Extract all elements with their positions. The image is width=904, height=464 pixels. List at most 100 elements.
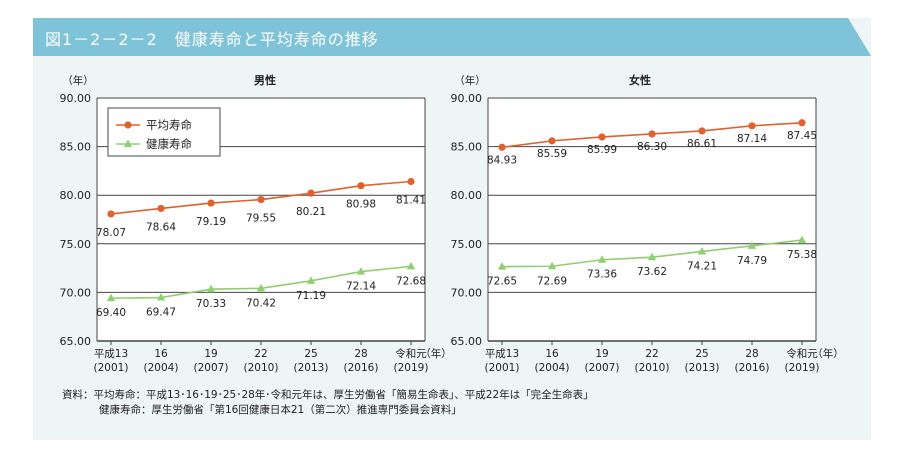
- female-healthy-point: [497, 262, 507, 270]
- source-label-2: 健康寿命：: [99, 404, 152, 416]
- female-x-axis-unit: （年）: [812, 347, 844, 360]
- male-y-tick-label: 70.00: [60, 286, 92, 299]
- female-x-tick-label: 平成13: [485, 348, 519, 360]
- female-healthy-data-label: 73.62: [637, 266, 667, 278]
- male-healthy-point: [156, 293, 166, 301]
- female-chart-title: 女性: [629, 73, 651, 87]
- source-label-1: 資料：平均寿命：: [62, 389, 146, 401]
- male-healthy-point: [306, 276, 316, 284]
- male-healthy-data-label: 71.19: [296, 290, 326, 302]
- male-x-tick-sublabel: (2004): [144, 362, 179, 374]
- female-avg-point: [798, 119, 806, 127]
- male-avg-point: [407, 177, 415, 186]
- female-healthy-data-label: 74.79: [737, 255, 767, 267]
- female-healthy-point: [597, 255, 607, 263]
- male-avg-point: [157, 204, 165, 213]
- male-avg-data-label: 79.19: [196, 216, 226, 228]
- female-x-tick-label: 22: [645, 348, 658, 360]
- male-x-tick-label: 令和元: [395, 347, 427, 360]
- female-x-tick-sublabel: (2007): [585, 362, 620, 374]
- female-x-tick-sublabel: (2010): [635, 362, 670, 374]
- female-x-tick-label: 16: [545, 348, 559, 360]
- male-healthy-point: [256, 283, 266, 292]
- male-avg-data-label: 78.64: [146, 221, 176, 233]
- male-x-tick-label: 16: [154, 348, 168, 360]
- male-avg-point: [107, 210, 115, 218]
- female-avg-point: [698, 127, 706, 135]
- male-x-tick-sublabel: (2007): [194, 362, 229, 374]
- female-y-tick-label: 85.00: [451, 141, 483, 154]
- female-x-tick-label: 19: [595, 348, 608, 360]
- female-avg-data-label: 85.99: [587, 144, 617, 156]
- female-healthy-data-label: 73.36: [587, 269, 617, 281]
- header-banner: [33, 18, 871, 56]
- male-avg-data-label: 78.07: [96, 227, 126, 239]
- male-healthy-data-label: 70.33: [196, 298, 226, 310]
- legend-avg-marker: [124, 121, 132, 129]
- male-healthy-data-label: 69.47: [146, 307, 176, 319]
- legend-healthy-marker: [123, 139, 133, 147]
- male-y-tick-label: 90.00: [60, 92, 92, 105]
- figure-title: 図1－2－2－2 健康寿命と平均寿命の推移: [45, 30, 379, 49]
- female-avg-point: [598, 133, 606, 141]
- female-healthy-point: [747, 241, 757, 249]
- female-avg-data-label: 87.45: [787, 130, 817, 142]
- figure-header: 図1－2－2－2 健康寿命と平均寿命の推移: [33, 18, 871, 56]
- male-x-tick-label: 22: [254, 348, 267, 360]
- female-plot-area: [488, 98, 816, 341]
- female-healthy-point: [547, 261, 557, 270]
- male-avg-data-label: 79.55: [246, 213, 276, 225]
- female-y-tick-label: 90.00: [451, 92, 483, 105]
- female-avg-data-label: 84.93: [487, 154, 517, 166]
- male-chart-title: 男性: [254, 73, 276, 87]
- male-healthy-data-label: 69.40: [96, 307, 126, 319]
- male-x-tick-label: 平成13: [94, 348, 128, 360]
- female-avg-point: [498, 143, 506, 151]
- female-x-tick-label: 28: [745, 348, 758, 360]
- female-y-tick-label: 75.00: [451, 238, 483, 251]
- female-avg-data-label: 86.30: [637, 141, 667, 153]
- female-healthy-point: [647, 252, 657, 261]
- male-healthy-point: [406, 261, 416, 270]
- male-x-tick-sublabel: (2019): [394, 362, 429, 374]
- male-healthy-point: [356, 267, 366, 275]
- female-avg-point: [748, 122, 756, 130]
- source-text-1: 平成13･16･19･25･28年･令和元年は、厚生労働省「簡易生命表」、平成2…: [146, 389, 594, 401]
- female-x-tick-label: 令和元: [786, 347, 818, 360]
- male-x-tick-label: 19: [204, 348, 217, 360]
- female-avg-data-label: 85.59: [537, 148, 567, 160]
- female-y-tick-label: 70.00: [451, 286, 483, 299]
- male-x-tick-sublabel: (2013): [294, 362, 329, 374]
- female-y-tick-label: 65.00: [451, 335, 483, 348]
- female-x-tick-sublabel: (2019): [785, 362, 820, 374]
- male-healthy-data-label: 72.14: [346, 281, 376, 293]
- male-healthy-point: [206, 284, 216, 293]
- male-avg-point: [357, 182, 365, 190]
- female-avg-point: [648, 130, 656, 138]
- legend-box: [107, 107, 221, 157]
- male-healthy-data-label: 70.42: [246, 297, 276, 309]
- male-avg-data-label: 80.98: [346, 199, 376, 211]
- male-x-tick-sublabel: (2010): [244, 362, 279, 374]
- female-healthy-data-label: 74.21: [687, 260, 717, 272]
- female-x-tick-label: 25: [695, 348, 708, 360]
- female-healthy-data-label: 75.38: [787, 249, 817, 261]
- female-avg-data-label: 86.61: [687, 138, 717, 150]
- male-x-tick-label: 25: [304, 348, 317, 360]
- male-x-tick-sublabel: (2001): [94, 362, 129, 374]
- female-healthy-point: [797, 235, 807, 244]
- female-y-axis-unit: （年）: [454, 74, 486, 87]
- female-x-tick-sublabel: (2001): [485, 362, 520, 374]
- male-y-tick-label: 75.00: [60, 238, 92, 251]
- male-healthy-data-label: 72.68: [396, 275, 426, 287]
- female-avg-data-label: 87.14: [737, 133, 767, 145]
- male-y-tick-label: 85.00: [60, 141, 92, 154]
- legend-avg-label: 平均寿命: [146, 118, 192, 132]
- male-avg-data-label: 80.21: [296, 206, 326, 218]
- female-y-tick-label: 80.00: [451, 189, 483, 202]
- legend-healthy-label: 健康寿命: [146, 137, 192, 151]
- female-healthy-data-label: 72.65: [487, 276, 517, 288]
- male-avg-point: [207, 199, 215, 207]
- female-x-tick-sublabel: (2013): [685, 362, 720, 374]
